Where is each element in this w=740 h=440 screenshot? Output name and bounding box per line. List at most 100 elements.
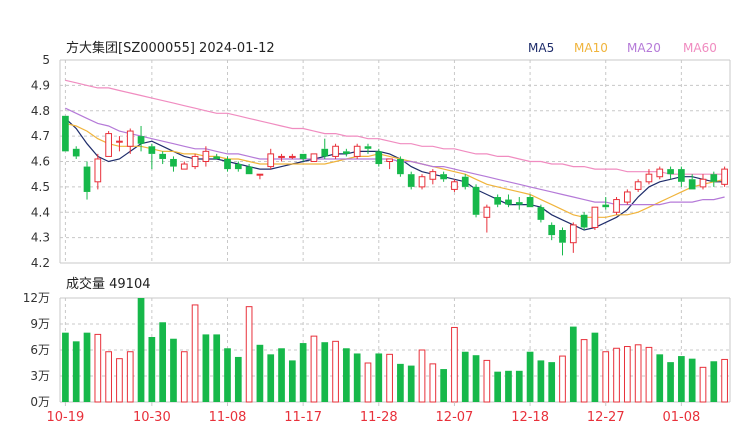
volume-bar: [278, 348, 285, 402]
candle: [656, 166, 664, 180]
volume-bar: [429, 363, 437, 403]
candle-body: [267, 153, 275, 168]
volume-bar: [559, 355, 566, 403]
volume-bar: [148, 337, 156, 402]
candle: [407, 171, 415, 190]
candle: [688, 174, 696, 190]
candle-body: [688, 179, 696, 190]
date-tick-label: 10-19: [47, 410, 85, 425]
candle-body: [256, 173, 264, 176]
volume-bar: [688, 358, 696, 402]
volume-bar: [623, 346, 631, 403]
candle-body: [548, 224, 556, 236]
volume-bar: [191, 304, 199, 403]
volume-bar: [699, 366, 707, 403]
volume-bar: [407, 365, 415, 402]
volume-tick-label: 12万: [23, 291, 50, 305]
candle-body: [656, 168, 664, 178]
candle: [548, 222, 556, 241]
candle: [321, 138, 329, 159]
date-axis: 10-19 10-30 11-08 11-17 11-28 12-07 12-18 12-27…: [47, 402, 700, 425]
candle: [72, 146, 80, 159]
price-tick-label: 4.7: [31, 129, 50, 143]
candlesticks: [62, 115, 728, 256]
candle: [440, 171, 447, 182]
volume-bar: [397, 363, 404, 402]
candle-body: [397, 158, 404, 175]
candle: [170, 156, 177, 172]
date-tick-label: 11-17: [284, 410, 322, 425]
ma-line-ma10: [65, 122, 725, 218]
volume-bar: [526, 351, 534, 402]
candle: [353, 143, 361, 159]
candle: [418, 174, 426, 190]
volume-bar: [375, 353, 383, 402]
candle-body: [126, 130, 134, 147]
candle-body: [645, 173, 653, 183]
price-tick-label: 4.4: [31, 205, 50, 219]
candle-body: [461, 176, 469, 187]
price-tick-label: 4.9: [31, 78, 50, 92]
candle-body: [483, 206, 491, 218]
volume-bar: [634, 344, 642, 403]
candle: [429, 169, 437, 185]
volume-bar: [62, 332, 69, 402]
candle-body: [634, 181, 642, 190]
volume-bar: [494, 371, 502, 402]
volume-bar: [645, 346, 653, 403]
candle: [494, 194, 502, 208]
candle: [94, 153, 102, 190]
legend-ma10: MA10: [574, 41, 608, 55]
legend-ma5: MA5: [528, 41, 554, 55]
volume-bar: [418, 349, 426, 403]
volume-bar: [267, 354, 275, 402]
price-y-axis: 4.2 4.3 4.4 4.5 4.6 4.7 4.8 4.9 5: [31, 53, 50, 270]
candle: [397, 156, 404, 177]
candle-body: [667, 169, 674, 175]
volume-tick-label: 9万: [30, 317, 50, 331]
volume-tick-label: 3万: [30, 369, 50, 383]
volume-tick-label: 6万: [30, 343, 50, 357]
candle: [83, 161, 91, 200]
volume-bar: [159, 322, 167, 402]
ma-legend: MA5 MA10 MA20 MA60: [528, 41, 717, 55]
volume-bar: [116, 358, 123, 403]
volume-tick-label: 0万: [30, 395, 50, 409]
candle: [116, 136, 123, 152]
candle-body: [451, 181, 458, 190]
volume-bar: [343, 348, 350, 402]
volume-y-axis: 0万 3万 6万 9万 12万: [23, 291, 50, 409]
candle-body: [569, 224, 577, 244]
volume-bar: [202, 334, 210, 402]
legend-ma20: MA20: [627, 41, 661, 55]
candle-body: [234, 164, 242, 170]
candle: [375, 148, 383, 167]
candle: [148, 143, 156, 170]
candle-body: [678, 169, 685, 182]
volume-bar: [451, 326, 458, 403]
volume-bar: [245, 306, 253, 403]
candle: [623, 189, 631, 205]
candle: [343, 148, 350, 157]
candle-body: [288, 155, 296, 158]
candle-body: [353, 145, 361, 157]
candle: [105, 131, 112, 157]
candle: [472, 184, 480, 218]
candle: [278, 153, 285, 162]
date-tick-label: 01-08: [662, 410, 700, 425]
candle: [202, 146, 210, 167]
candle: [461, 174, 469, 190]
ma-line-ma5: [64, 117, 725, 231]
price-tick-label: 4.5: [31, 180, 50, 194]
candle-body: [386, 158, 393, 162]
volume-bar: [483, 359, 491, 403]
volume-bar: [472, 355, 480, 402]
candle: [678, 166, 685, 187]
candle: [364, 143, 372, 154]
volume-bar: [386, 353, 393, 403]
candle: [224, 156, 231, 172]
candle-body: [213, 156, 221, 159]
volume-bar: [537, 360, 545, 402]
candle: [267, 148, 275, 170]
